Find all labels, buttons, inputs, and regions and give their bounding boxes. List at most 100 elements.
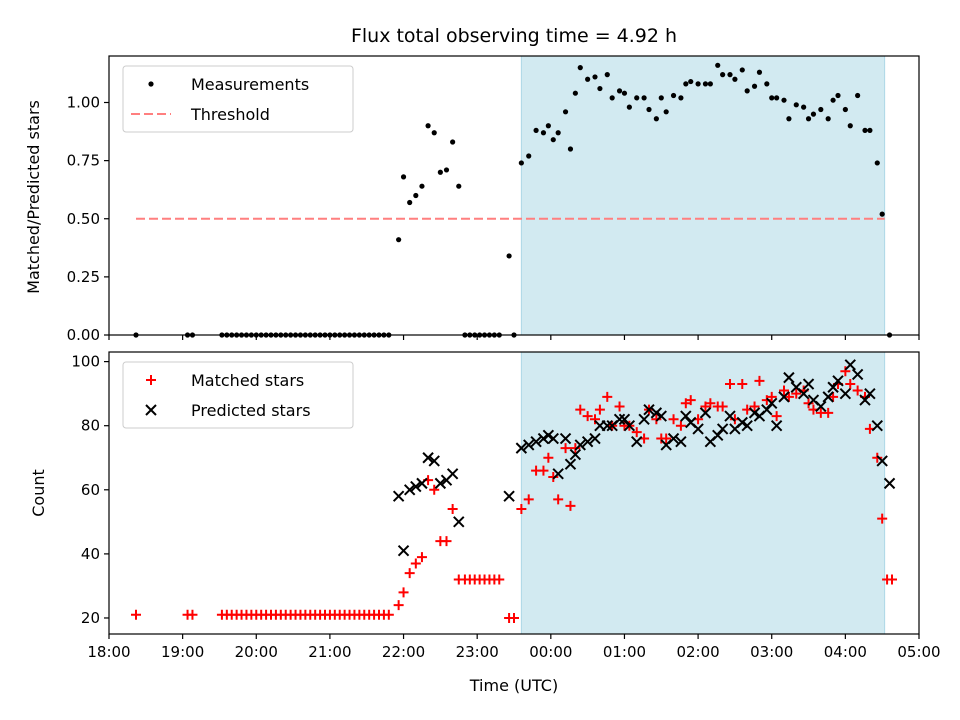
data-point	[680, 410, 692, 422]
data-point	[564, 458, 577, 470]
data-point	[503, 490, 515, 502]
legend-box	[122, 361, 354, 429]
data-point	[526, 153, 532, 159]
data-point	[851, 368, 864, 381]
data-point	[429, 484, 440, 495]
data-point	[547, 432, 559, 445]
data-point	[494, 574, 505, 585]
data-point	[570, 443, 581, 454]
data-point	[847, 123, 853, 129]
data-point	[560, 443, 571, 454]
data-point	[400, 174, 407, 180]
series-predicted-stars	[392, 359, 896, 557]
legend-label: Threshold	[190, 105, 270, 124]
y-tick-label: 100	[71, 353, 100, 371]
data-point	[749, 401, 760, 412]
data-point	[815, 400, 827, 413]
y-tick-label: 20	[81, 609, 100, 627]
data-point	[874, 160, 880, 166]
data-point	[404, 568, 415, 579]
data-point	[537, 432, 550, 445]
data-point	[187, 609, 198, 620]
data-point	[572, 90, 578, 96]
data-point	[506, 253, 512, 259]
legend-label: Matched stars	[191, 371, 304, 390]
data-point	[413, 192, 419, 199]
data-point	[410, 480, 422, 493]
x-tick-label: 05:00	[897, 643, 940, 661]
data-point	[661, 433, 672, 444]
bottom-panel: 20 40 60 80 100 18:00 19:00 20:00 21:00 22:00 23:0…	[71, 351, 941, 661]
x-tick-label: 22:00	[382, 643, 425, 661]
data-point	[509, 612, 519, 623]
top-y-axis-label: Matched/Predicted stars	[24, 100, 43, 294]
data-point	[859, 394, 871, 406]
data-point	[717, 401, 728, 412]
data-point	[450, 139, 456, 145]
data-point	[748, 407, 761, 419]
data-point	[771, 411, 782, 422]
data-point	[887, 574, 897, 585]
data-point	[828, 391, 839, 402]
data-point	[559, 432, 572, 445]
data-point	[727, 72, 733, 78]
x-tick-label: 03:00	[750, 643, 793, 661]
data-point	[855, 92, 861, 99]
data-point	[613, 413, 626, 426]
legend-marker	[146, 375, 156, 385]
data-point	[552, 468, 564, 480]
data-point	[802, 378, 815, 390]
data-point	[832, 375, 844, 387]
data-point	[542, 429, 555, 442]
data-point	[422, 452, 434, 464]
data-point	[453, 516, 465, 528]
chart-title: Flux total observing time = 4.92 h	[351, 25, 677, 47]
data-point	[793, 102, 799, 108]
data-point	[602, 391, 613, 402]
data-point	[876, 455, 888, 467]
x-tick-label: 21:00	[308, 643, 351, 661]
data-point	[699, 407, 712, 419]
data-point	[712, 429, 724, 442]
data-point	[716, 423, 729, 435]
data-point	[702, 81, 709, 87]
data-point	[555, 130, 561, 136]
data-point	[392, 490, 405, 502]
x-tick-label: 02:00	[676, 643, 719, 661]
data-point	[548, 471, 559, 482]
data-point	[594, 404, 605, 415]
data-point	[428, 455, 440, 467]
data-point	[626, 104, 632, 110]
data-point	[540, 130, 547, 136]
data-point	[761, 403, 773, 416]
y-tick-label: 40	[81, 545, 100, 563]
data-point	[756, 69, 763, 75]
data-point	[766, 397, 778, 409]
data-point	[663, 109, 669, 115]
data-point	[419, 183, 425, 189]
data-point	[383, 609, 394, 620]
data-point	[631, 436, 643, 448]
data-point	[575, 404, 586, 415]
data-point	[670, 92, 677, 99]
data-point	[667, 432, 680, 445]
data-point	[810, 111, 817, 117]
data-point	[515, 442, 528, 454]
data-point	[446, 468, 459, 480]
data-point	[601, 419, 613, 432]
data-point	[840, 366, 851, 377]
legend-label: Predicted stars	[191, 401, 311, 420]
data-point	[397, 544, 410, 557]
data-point	[131, 609, 141, 620]
data-point	[825, 116, 831, 122]
data-point	[653, 116, 659, 122]
data-point	[823, 407, 834, 418]
data-point	[845, 379, 856, 390]
data-point	[737, 379, 748, 390]
data-point	[550, 137, 556, 143]
x-tick-label: 23:00	[456, 643, 499, 661]
legend-marker	[148, 81, 154, 87]
data-point	[781, 97, 787, 103]
data-point	[852, 385, 863, 396]
data-point	[872, 452, 883, 463]
